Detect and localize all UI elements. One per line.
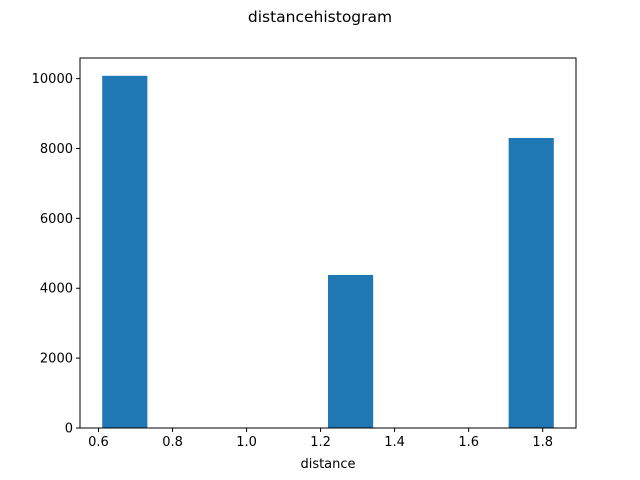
y-tick-label: 2000: [40, 352, 73, 367]
x-tick-label: 1.8: [532, 435, 553, 450]
y-axis-ticks: 0 2000 4000 6000 8000 10000: [32, 72, 80, 437]
bars-group: [102, 75, 554, 428]
y-tick-label: 0: [65, 422, 73, 437]
histogram-bar-5: [328, 274, 374, 428]
x-tick-label: 1.4: [384, 435, 405, 450]
chart-title: distancehistogram: [248, 8, 392, 26]
y-tick-label: 4000: [40, 282, 73, 297]
x-axis-ticks: 0.6 0.8 1.0 1.2 1.4 1.6 1.8: [88, 428, 553, 450]
x-tick-label: 0.8: [162, 435, 183, 450]
x-tick-label: 1.2: [310, 435, 331, 450]
y-tick-label: 6000: [40, 212, 73, 227]
y-tick-label: 8000: [40, 142, 73, 157]
plot-frame: [79, 57, 577, 429]
x-tick-label: 0.6: [88, 435, 109, 450]
x-tick-label: 1.0: [236, 435, 257, 450]
histogram-bar-0: [102, 75, 148, 428]
x-tick-label: 1.6: [458, 435, 479, 450]
x-axis-label: distance: [300, 457, 355, 472]
y-tick-label: 10000: [32, 72, 73, 87]
histogram-bar-9: [508, 138, 554, 428]
